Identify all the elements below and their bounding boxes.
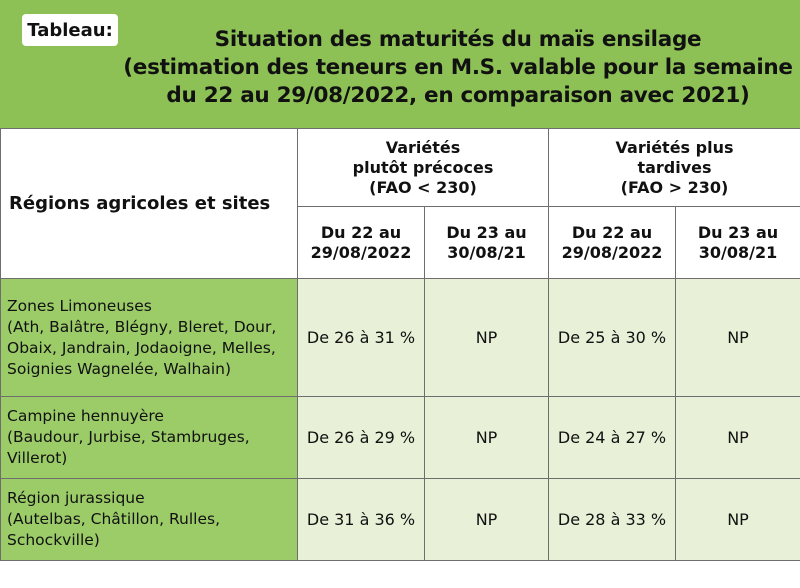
value-cell: NP	[424, 478, 549, 561]
value-cell: De 26 à 31 %	[297, 278, 425, 397]
value-cell: NP	[424, 278, 549, 397]
value-cell: De 31 à 36 %	[297, 478, 425, 561]
group-header-tardives: Variétés plus tardives (FAO > 230)	[547, 128, 800, 207]
region-cell: Campine hennuyère (Baudour, Jurbise, Sta…	[0, 396, 298, 479]
value-cell: NP	[424, 396, 549, 479]
table-tag: Tableau:	[22, 14, 118, 46]
maturity-table: Régions agricoles et sites Variétés plut…	[0, 128, 800, 561]
value-cell: NP	[674, 278, 800, 397]
value-cell: De 26 à 29 %	[297, 396, 425, 479]
table-row: Zones Limoneuses (Ath, Balâtre, Blégny, …	[0, 278, 800, 397]
title-banner: Tableau: Situation des maturités du maïs…	[0, 0, 800, 128]
group-header-precoces: Variétés plutôt précoces (FAO < 230)	[297, 128, 549, 207]
value-cell: NP	[674, 478, 800, 561]
page-title: Situation des maturités du maïs ensilage…	[118, 26, 798, 110]
table-row: Campine hennuyère (Baudour, Jurbise, Sta…	[0, 396, 800, 479]
value-cell: NP	[674, 396, 800, 479]
period-header-2: Du 23 au 30/08/21	[424, 206, 549, 279]
title-line-2: (estimation des teneurs en M.S. valable …	[123, 55, 793, 80]
region-cell: Zones Limoneuses (Ath, Balâtre, Blégny, …	[0, 278, 298, 397]
value-cell: De 24 à 27 %	[548, 396, 676, 479]
header-row-groups: Régions agricoles et sites Variétés plut…	[0, 128, 800, 279]
title-line-3: du 22 au 29/08/2022, en comparaison avec…	[166, 83, 750, 108]
period-header-3: Du 22 au 29/08/2022	[548, 206, 676, 279]
period-header-1: Du 22 au 29/08/2022	[297, 206, 425, 279]
value-cell: De 25 à 30 %	[548, 278, 676, 397]
region-column-header: Régions agricoles et sites	[0, 128, 298, 279]
title-line-1: Situation des maturités du maïs ensilage	[214, 27, 702, 52]
region-cell: Région jurassique (Autelbas, Châtillon, …	[0, 478, 298, 561]
value-cell: De 28 à 33 %	[548, 478, 676, 561]
table-row: Région jurassique (Autelbas, Châtillon, …	[0, 478, 800, 561]
period-header-4: Du 23 au 30/08/21	[674, 206, 800, 279]
